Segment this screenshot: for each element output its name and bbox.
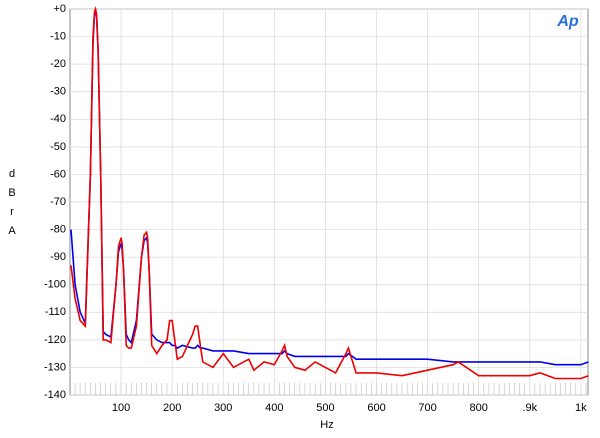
y-tick-label: -20	[50, 58, 66, 70]
x-tick-label: 500	[316, 402, 334, 414]
x-tick-label: 600	[367, 402, 385, 414]
y-tick-label: -30	[50, 86, 66, 98]
x-tick-label: .9k	[522, 402, 537, 414]
y-tick-label: +0	[53, 3, 66, 15]
y-tick-label: -60	[50, 168, 66, 180]
y-tick-label: -70	[50, 196, 66, 208]
series-line	[70, 6, 589, 380]
y-axis-label: dBr	[8, 168, 16, 218]
y-tick-label: -90	[50, 251, 66, 263]
x-tick-label: 400	[265, 402, 283, 414]
y-tick-label: -120	[44, 334, 66, 346]
logo: Ap	[556, 13, 579, 30]
y-axis-unit: A	[8, 225, 16, 237]
y-tick-label: -50	[50, 141, 66, 153]
y-tick-label: -100	[44, 279, 66, 291]
y-tick-label: -40	[50, 113, 66, 125]
x-tick-label: 200	[163, 402, 181, 414]
x-tick-label: 300	[214, 402, 232, 414]
x-tick-label: 1k	[575, 402, 587, 414]
y-tick-label: -140	[44, 389, 66, 401]
y-tick-label: -10	[50, 30, 66, 42]
x-axis-label: Hz	[320, 419, 333, 431]
x-tick-label: 100	[112, 402, 130, 414]
y-tick-label: -80	[50, 223, 66, 235]
x-tick-label: 700	[418, 402, 436, 414]
y-tick-label: -130	[44, 361, 66, 373]
series-line	[70, 8, 589, 366]
y-tick-label: -110	[45, 306, 66, 318]
x-tick-label: 800	[469, 402, 487, 414]
